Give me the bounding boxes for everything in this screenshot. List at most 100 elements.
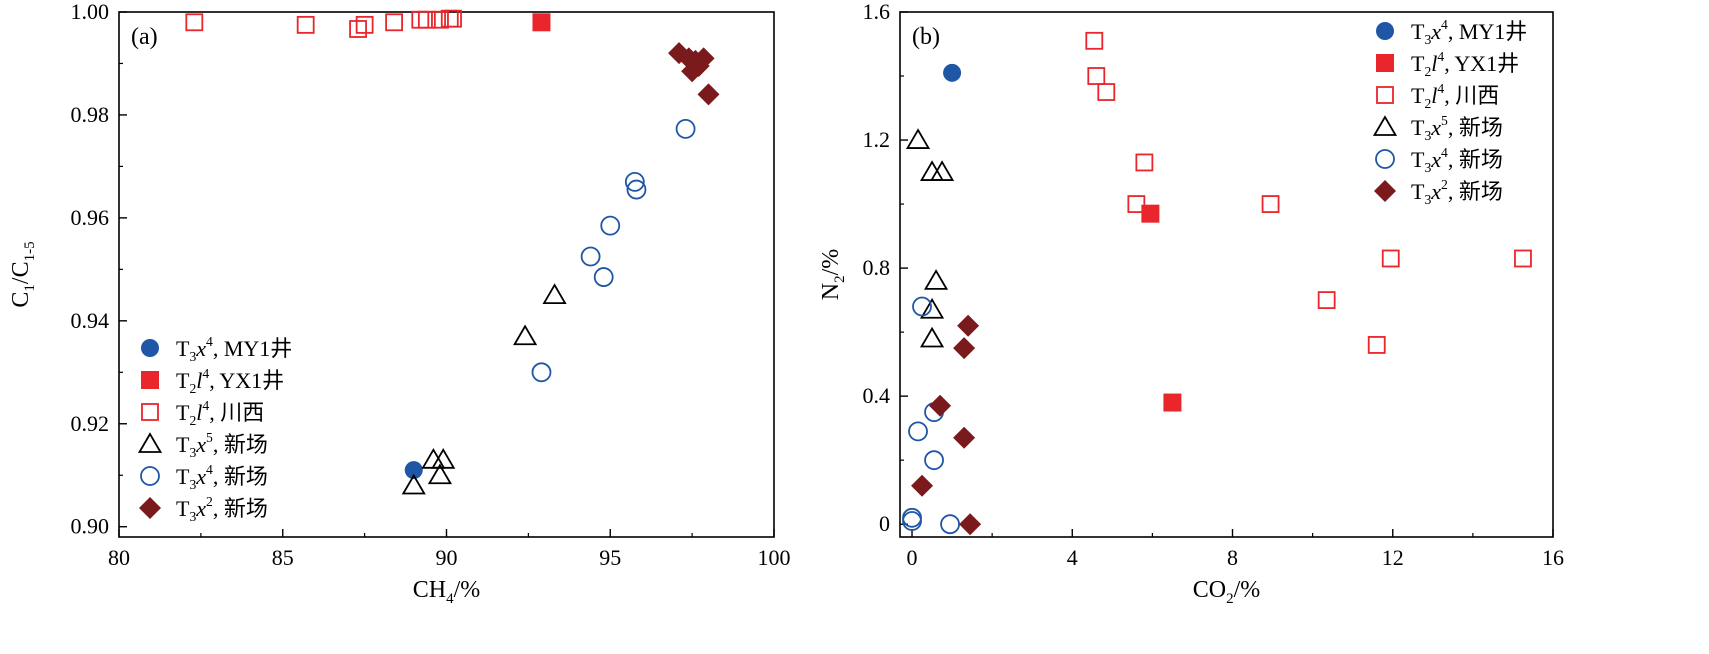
data-point [1097,83,1116,101]
legend-label-sub: 2 [189,381,196,396]
y-tick-label: 0.98 [71,102,110,127]
legend-label: T3x4, 新场 [1411,145,1503,175]
data-point [1135,153,1154,172]
legend-marker [139,497,161,519]
legend-label-tail: , 川西 [209,400,264,425]
data-point [185,13,204,32]
legend-label-sup: 2 [1441,177,1448,192]
legend-label-tail: , 新场 [213,464,268,489]
legend-label-sub: 3 [189,445,196,460]
legend-marker [1372,115,1398,136]
y-axis-label-unit: /% [818,249,844,276]
legend-label-tail: , 新场 [1448,179,1503,204]
series-5 [668,42,720,106]
legend-label-var: x [1430,147,1441,172]
legend-label-main: T [1411,115,1425,140]
legend-label-sup: 4 [206,334,213,349]
data-point [692,47,715,70]
data-point [675,118,696,139]
legend-label-sup: 4 [1441,17,1448,32]
legend-label-tail: , YX1井 [1444,51,1519,76]
data-point [624,171,645,192]
data-point [908,421,928,442]
series-0 [943,63,962,82]
legend-label-var: x [195,496,206,521]
legend-label-var: x [1430,179,1441,204]
legend-marker [141,339,159,357]
x-axis-label-main: CH [413,577,446,603]
legend-marker [141,371,159,389]
data-point [580,246,601,267]
legend-label-main: T [1411,147,1425,172]
legend-label-var: x [195,464,206,489]
data-point [404,461,423,480]
data-point [697,83,720,106]
data-point [902,511,922,531]
legend-label-sup: 5 [1441,113,1448,128]
x-axis-label-sub: 4 [446,591,454,607]
data-point [532,13,551,32]
legend-marker [1376,22,1394,40]
series-5 [911,314,982,536]
x-tick-label: 80 [108,545,130,570]
legend-label-sub: 3 [1424,128,1431,143]
x-axis-label-main: CO [1193,577,1226,603]
x-tick-label: 85 [272,545,294,570]
legend-label: T2l4, 川西 [1411,81,1499,111]
legend-label: T2l4, YX1井 [176,366,284,396]
y-tick-label: 0.96 [71,205,110,230]
legend-marker [1376,54,1394,72]
data-point [953,426,976,449]
legend-label-tail: , YX1井 [209,368,284,393]
x-tick-label: 4 [1067,545,1078,570]
data-point [1514,249,1532,268]
legend-label-var: x [195,336,206,361]
legend-label-var: l [1431,83,1437,108]
data-point [513,324,538,346]
y-axis-label: C1/C1-5 [8,241,38,307]
data-point [1317,291,1336,310]
legend-label: T3x5, 新场 [176,430,268,460]
y-tick-label: 1.00 [71,0,110,24]
series-4 [902,296,960,535]
legend-label-tail: , 川西 [1444,83,1499,108]
x-tick-label: 16 [1542,545,1564,570]
legend-label-main: T [176,496,190,521]
y-tick-label: 0.92 [71,411,110,436]
panel-label: (a) [131,24,158,50]
y-tick-label: 0.90 [71,514,110,539]
panel-label: (b) [912,24,940,50]
y-tick-label: 0.94 [71,308,110,333]
series-3 [401,283,567,495]
data-point [687,55,710,78]
legend-marker [140,466,160,486]
x-tick-label: 0 [907,545,918,570]
legend-label-main: T [176,336,190,361]
series-2 [1085,31,1532,354]
legend-label-main: T [1411,51,1425,76]
legend-label-tail: , 新场 [1448,115,1503,140]
x-axis-label-unit: /% [1234,577,1261,603]
data-point [959,513,982,536]
data-point [411,10,430,29]
data-point [919,297,945,319]
data-point [431,448,456,469]
data-point [444,9,462,28]
legend-label-main: T [1411,179,1425,204]
legend-label-sub: 2 [1424,96,1431,111]
data-point [593,267,614,287]
data-point [919,326,945,348]
y-tick-label: 0 [879,511,890,536]
data-point [1085,31,1104,50]
legend-label-var: l [196,368,202,393]
data-point [1163,393,1182,412]
legend-label-sup: 4 [1437,81,1444,96]
x-tick-label: 100 [758,545,791,570]
legend-label-var: x [1430,115,1441,140]
data-point [929,394,952,417]
x-tick-label: 95 [599,545,621,570]
series-0 [404,461,423,480]
x-axis-label: CO2/% [1193,577,1261,607]
